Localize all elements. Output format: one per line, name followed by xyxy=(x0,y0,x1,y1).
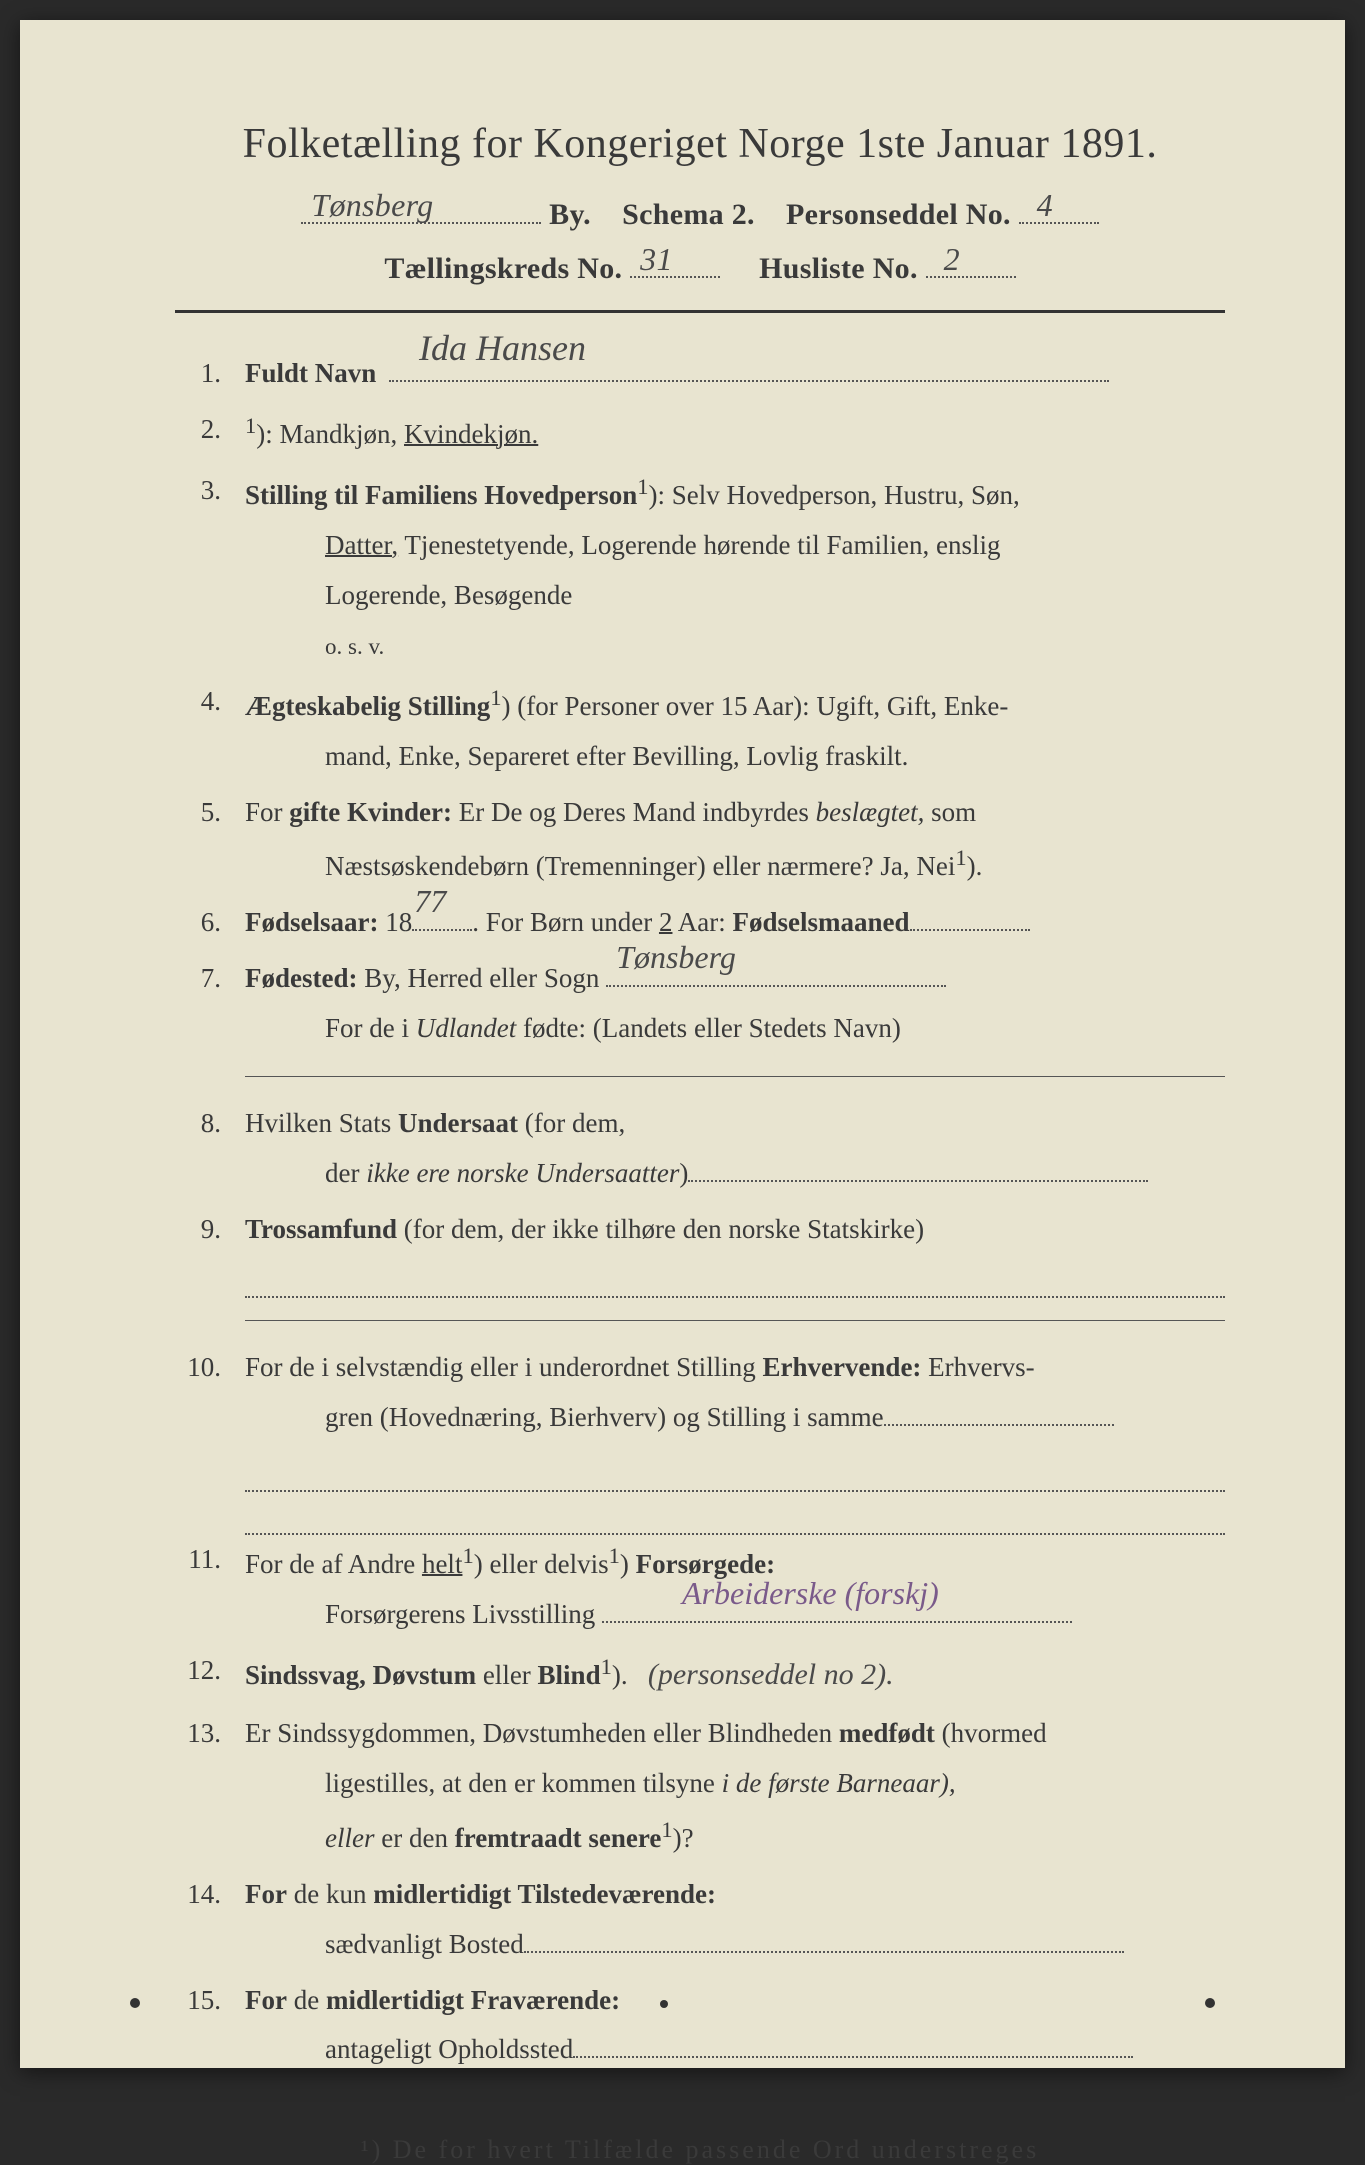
field-7: 7. Fødested: By, Herred eller Sogn Tønsb… xyxy=(175,954,1225,1054)
city-handwritten: Tønsberg xyxy=(311,187,433,224)
field-15: 15. For de midlertidigt Fraværende: anta… xyxy=(175,1976,1225,2076)
personseddel-label: Personseddel No. xyxy=(786,198,1011,231)
divider-top xyxy=(175,310,1225,313)
birthplace-handwritten: Tønsberg xyxy=(616,928,736,987)
field-1: 1. Fuldt Navn Ida Hansen xyxy=(175,349,1225,399)
field-12: 12. Sindssvag, Døvstum eller Blind1). (p… xyxy=(175,1646,1225,1703)
punch-mark-icon xyxy=(660,2000,668,2008)
field-10: 10. For de i selvstændig eller i underor… xyxy=(175,1343,1225,1443)
birthyear-handwritten: 77 xyxy=(414,872,446,931)
blank-line-2 xyxy=(245,1492,1225,1535)
header-line-1: Tønsberg By. Schema 2. Personseddel No. … xyxy=(175,198,1225,232)
footnote: ¹) De for hvert Tilfælde passende Ord un… xyxy=(175,2135,1225,2165)
punch-mark-icon xyxy=(130,1998,140,2008)
taellingskreds-no: 31 xyxy=(640,241,673,278)
husliste-label: Husliste No. xyxy=(759,252,918,285)
field-2: 2. 1): Mandkjøn, Kvindekjøn. xyxy=(175,405,1225,460)
field-14: 14. For de kun midlertidigt Tilstedevære… xyxy=(175,1870,1225,1970)
punch-mark-icon xyxy=(1205,1998,1215,2008)
field-5: 5. For gifte Kvinder: Er De og Deres Man… xyxy=(175,788,1225,893)
note-handwritten: (personseddel no 2). xyxy=(648,1658,894,1691)
personseddel-no: 4 xyxy=(1037,187,1053,224)
field-8: 8. Hvilken Stats Undersaat (for dem, der… xyxy=(175,1099,1225,1199)
husliste-no: 2 xyxy=(944,241,960,278)
header-line-2: Tællingskreds No. 31 Husliste No. 2 xyxy=(175,252,1225,286)
field-13: 13. Er Sindssygdommen, Døvstumheden elle… xyxy=(175,1709,1225,1864)
field-9: 9. Trossamfund (for dem, der ikke tilhør… xyxy=(175,1205,1225,1298)
divider-1 xyxy=(245,1076,1225,1077)
divider-2 xyxy=(245,1320,1225,1321)
field-4: 4. Ægteskabelig Stilling1) (for Personer… xyxy=(175,677,1225,782)
form-title: Folketælling for Kongeriget Norge 1ste J… xyxy=(175,120,1225,168)
taellingskreds-label: Tællingskreds No. xyxy=(384,252,622,285)
form-items: 1. Fuldt Navn Ida Hansen 2. 1): Mandkjøn… xyxy=(175,349,1225,2075)
census-form: Folketælling for Kongeriget Norge 1ste J… xyxy=(20,20,1345,2068)
name-handwritten: Ida Hansen xyxy=(419,315,586,382)
provider-handwritten: Arbeiderske (forskj) xyxy=(682,1564,939,1623)
field-3: 3. Stilling til Familiens Hovedperson1):… xyxy=(175,466,1225,671)
blank-line-1 xyxy=(245,1449,1225,1492)
by-label: By. xyxy=(549,198,591,231)
field-11: 11. For de af Andre helt1) eller delvis1… xyxy=(175,1535,1225,1640)
schema-label: Schema 2. xyxy=(622,198,755,231)
